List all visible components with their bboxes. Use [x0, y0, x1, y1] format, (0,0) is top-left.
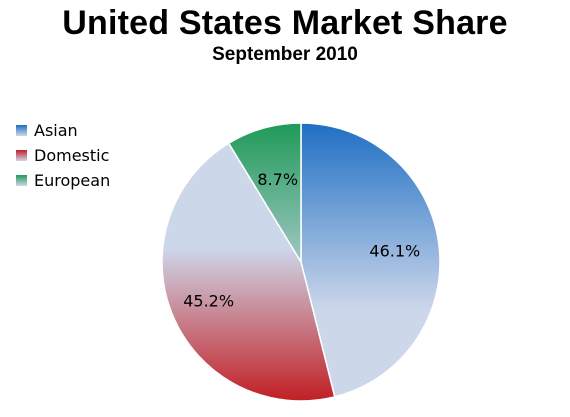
pie-slice-asian [300, 122, 441, 398]
pie-slice-european [227, 122, 302, 265]
chart-title: United States Market Share [62, 4, 508, 42]
slice-label-european: 8.7% [257, 170, 298, 189]
legend-label-domestic: Domestic [34, 146, 110, 165]
legend-label-asian: Asian [34, 121, 78, 140]
legend-swatch-domestic [16, 150, 27, 161]
legend-label-european: European [34, 171, 111, 190]
legend: Asian Domestic European [16, 118, 110, 193]
slice-label-asian: 46.1% [369, 241, 420, 260]
pie-slice-domestic [161, 142, 336, 402]
legend-item-asian: Asian [16, 118, 110, 143]
slice-label-domestic: 45.2% [183, 292, 234, 311]
legend-swatch-european [16, 175, 27, 186]
legend-swatch-asian [16, 125, 27, 136]
legend-item-european: European [16, 168, 110, 193]
legend-item-domestic: Domestic [16, 143, 110, 168]
chart-subtitle: September 2010 [212, 44, 358, 65]
